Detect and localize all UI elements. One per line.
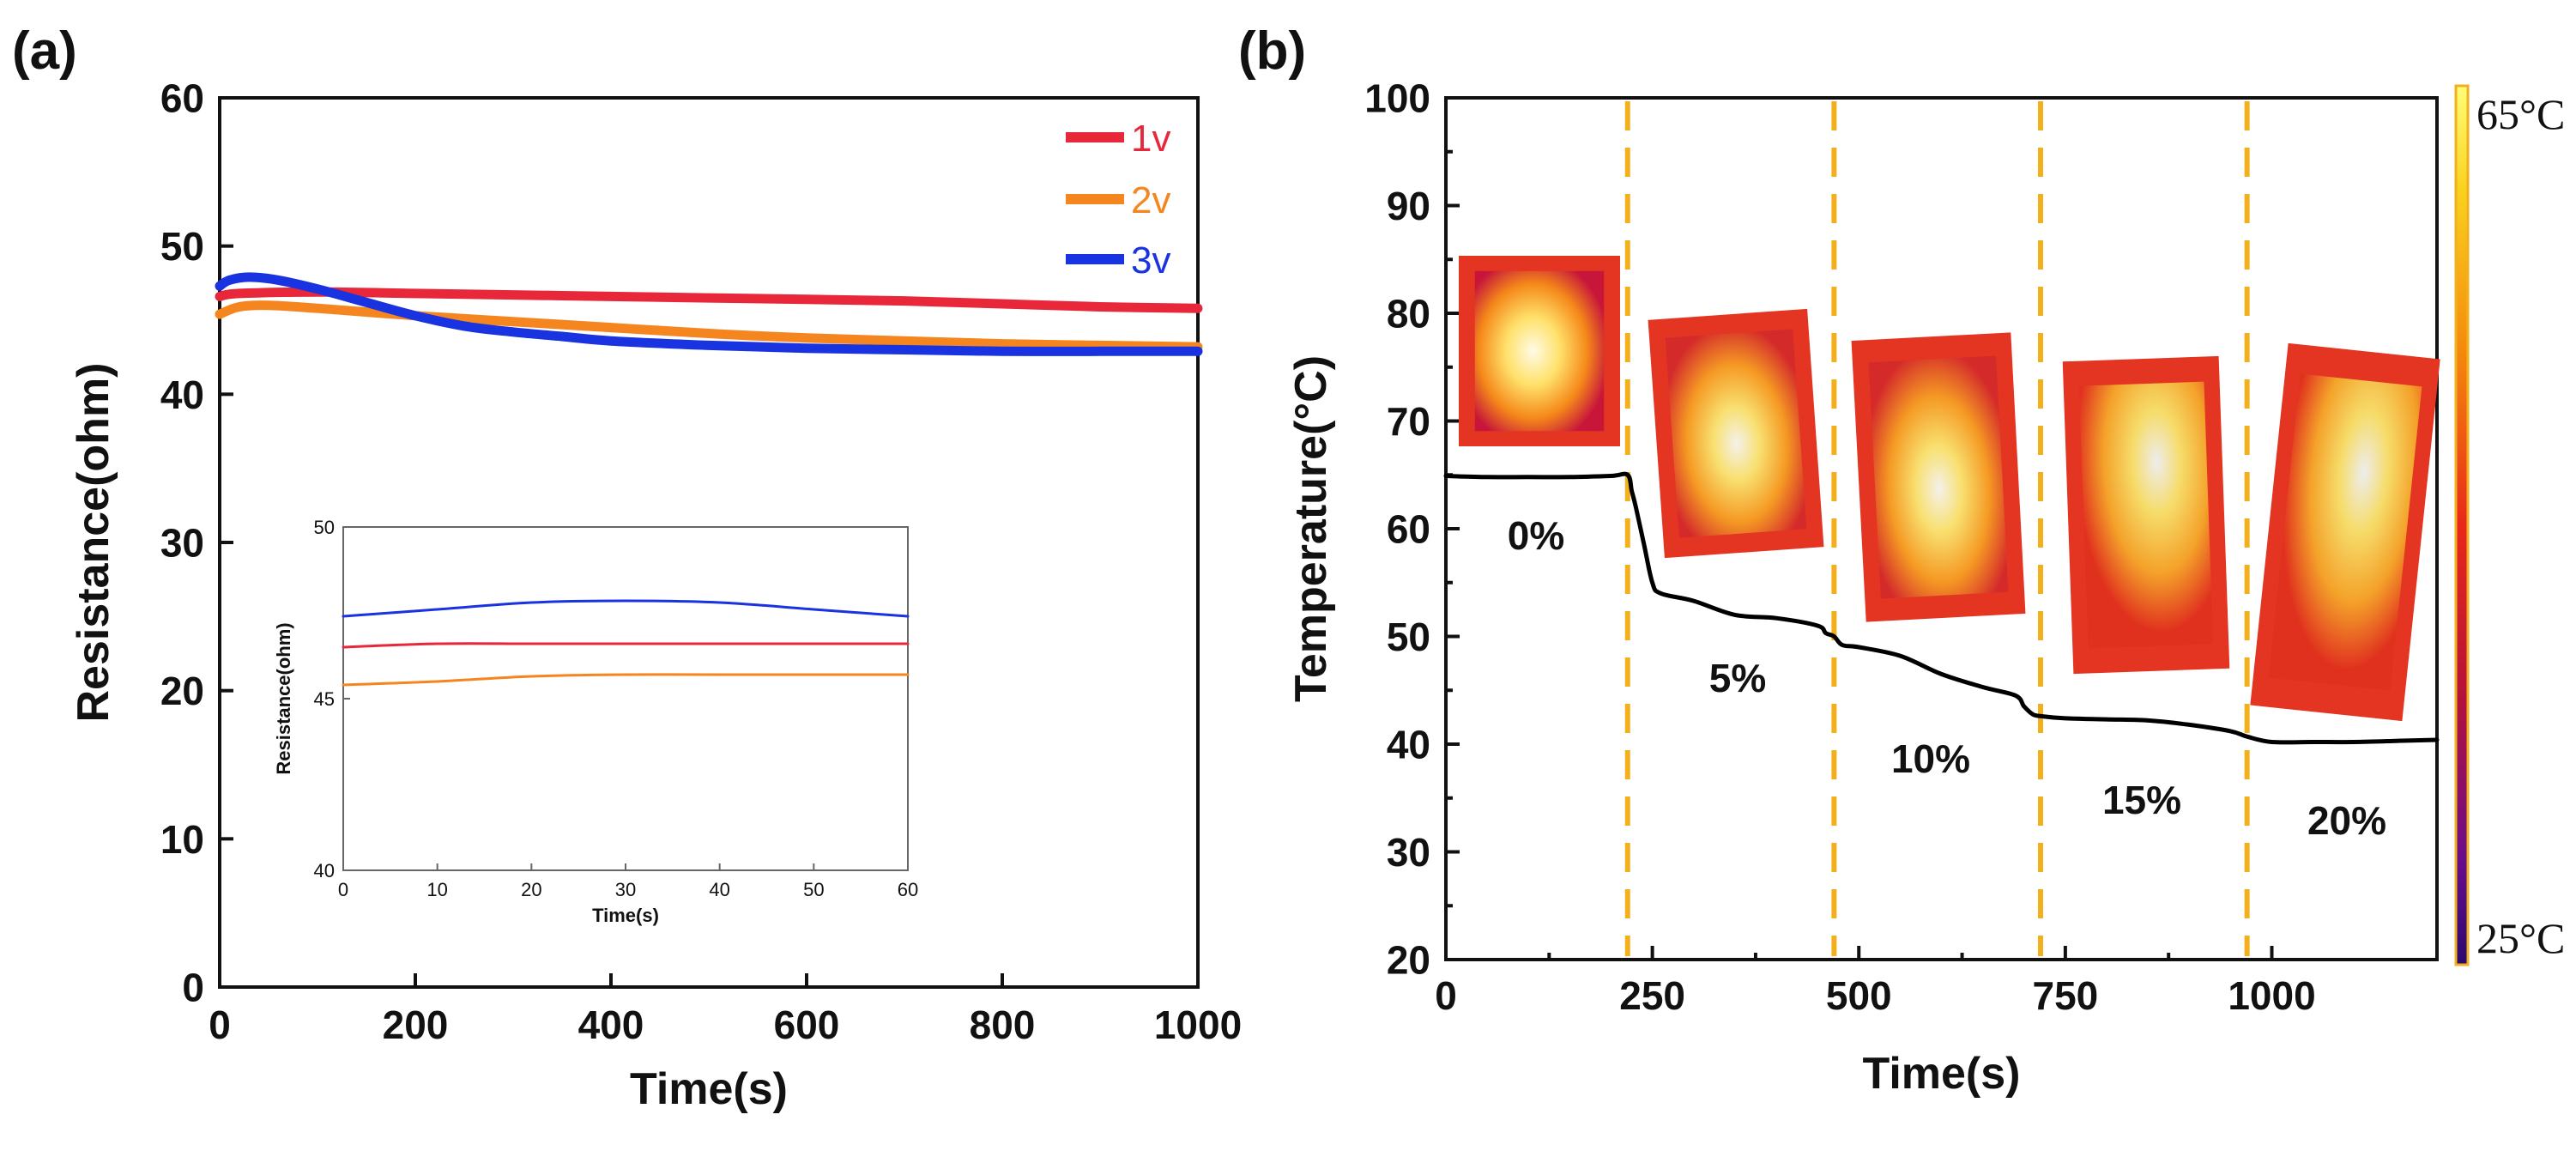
- y-tick-label: 40: [1387, 723, 1430, 767]
- x-tick-label: 60: [898, 879, 918, 900]
- y-tick-label: 100: [1364, 76, 1430, 121]
- plot-frame: [342, 526, 909, 871]
- segment-label: 10%: [1891, 736, 1970, 781]
- y-tick-label: 30: [160, 521, 204, 566]
- segment-label: 20%: [2307, 798, 2386, 843]
- legend-label-1v: 1v: [1131, 118, 1170, 160]
- panel-a-chart: 0 200 400 600 800 10000102030405060Time(s)Res…: [69, 76, 1242, 1114]
- series-line-2v: [342, 673, 910, 687]
- series-line-3v: [342, 599, 910, 618]
- colorbar-min-label: 25°C: [2476, 914, 2565, 962]
- y-tick-label: 50: [1387, 615, 1430, 659]
- y-tick-label: 50: [160, 224, 204, 269]
- colorbar: [2454, 84, 2470, 966]
- y-tick-label: 90: [1387, 184, 1430, 228]
- segment-label: 5%: [1709, 656, 1766, 700]
- x-tick-label: 0: [338, 879, 348, 900]
- thermal-image-hotspot: [1665, 329, 1807, 538]
- x-tick-label: 500: [1826, 973, 1892, 1018]
- x-tick-label: 50: [803, 879, 824, 900]
- y-axis-title: Temperature(°C): [1286, 355, 1336, 702]
- y-tick-label: 0: [182, 966, 204, 1010]
- y-axis-title: Resistance(ohm): [69, 363, 118, 723]
- x-tick-label: 40: [709, 879, 729, 900]
- segment-label: 0%: [1508, 513, 1564, 558]
- x-axis-title: Time(s): [592, 905, 659, 926]
- thermal-image: [1459, 256, 1620, 446]
- series-line-1v: [342, 642, 910, 649]
- y-tick-label: 60: [1387, 507, 1430, 552]
- x-tick-label: 200: [383, 1002, 449, 1047]
- panel-b-label: (b): [1238, 21, 1306, 81]
- series-line-3v: [215, 272, 1203, 356]
- x-tick-label: 250: [1619, 973, 1685, 1018]
- y-tick-label: 80: [1387, 292, 1430, 336]
- segment-label: 15%: [2102, 778, 2181, 822]
- thermal-image-hotspot: [1868, 355, 2009, 599]
- y-tick-label: 20: [160, 669, 204, 713]
- legend-label-2v: 2v: [1131, 179, 1170, 221]
- series-line-2v: [215, 300, 1203, 352]
- thermal-image-hotspot: [2078, 381, 2214, 649]
- thermal-image: [1648, 308, 1824, 559]
- x-tick-label: 0: [209, 1002, 231, 1047]
- x-tick-label: 750: [2033, 973, 2099, 1018]
- y-tick-label: 40: [314, 860, 335, 881]
- thermal-image-hotspot: [2268, 373, 2422, 691]
- y-tick-label: 60: [160, 76, 204, 121]
- series-line-temperature: [1443, 471, 2440, 745]
- panel-a-label: (a): [12, 21, 77, 81]
- x-axis-title: Time(s): [630, 1064, 788, 1114]
- x-tick-label: 30: [615, 879, 636, 900]
- thermal-image: [2250, 342, 2440, 722]
- plot-frame: [218, 96, 1200, 989]
- thermal-image-hotspot: [1474, 270, 1605, 432]
- x-tick-label: 1000: [2228, 973, 2315, 1018]
- x-tick-label: 400: [578, 1002, 644, 1047]
- colorbar-max-label: 65°C: [2476, 90, 2565, 138]
- thermal-image: [2062, 355, 2230, 675]
- y-tick-label: 45: [314, 688, 335, 710]
- y-tick-label: 70: [1387, 399, 1430, 444]
- y-tick-label: 50: [314, 517, 335, 538]
- panel-b-chart: 0 250 500 750 1000 20 30 40 50 60 70 80 90 100 Time(s)…: [1286, 76, 2565, 1099]
- legend-label-3v: 3v: [1131, 239, 1170, 282]
- y-tick-label: 10: [160, 817, 204, 862]
- thermal-image: [1851, 332, 2026, 622]
- y-tick-label: 40: [160, 373, 204, 417]
- x-tick-label: 800: [970, 1002, 1036, 1047]
- x-tick-label: 600: [774, 1002, 840, 1047]
- x-axis-title: Time(s): [1863, 1049, 2021, 1099]
- x-tick-label: 1000: [1154, 1002, 1242, 1047]
- y-axis-title: Resistance(ohm): [273, 622, 294, 774]
- x-tick-label: 10: [426, 879, 447, 900]
- x-tick-label: 0: [1435, 973, 1457, 1018]
- x-tick-label: 20: [521, 879, 541, 900]
- y-tick-label: 20: [1387, 938, 1430, 983]
- y-tick-label: 30: [1387, 830, 1430, 875]
